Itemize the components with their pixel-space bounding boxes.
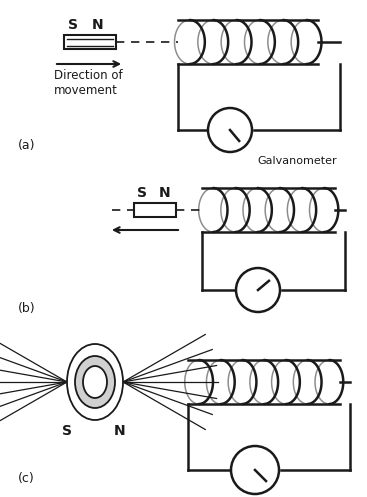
Text: N: N (114, 424, 126, 438)
Ellipse shape (67, 344, 123, 420)
Text: S: S (137, 186, 147, 200)
Bar (134, 203, 176, 217)
Text: S: S (68, 18, 78, 32)
Text: Direction of
movement: Direction of movement (54, 69, 123, 97)
Text: S: S (62, 424, 72, 438)
Ellipse shape (75, 356, 115, 408)
Bar (64, 35, 116, 49)
Text: N: N (92, 18, 103, 32)
Text: N: N (159, 186, 171, 200)
Ellipse shape (83, 366, 107, 398)
Text: (a): (a) (18, 139, 36, 152)
Text: (c): (c) (18, 472, 35, 485)
Text: Galvanometer: Galvanometer (257, 156, 337, 166)
Text: (b): (b) (18, 302, 36, 315)
